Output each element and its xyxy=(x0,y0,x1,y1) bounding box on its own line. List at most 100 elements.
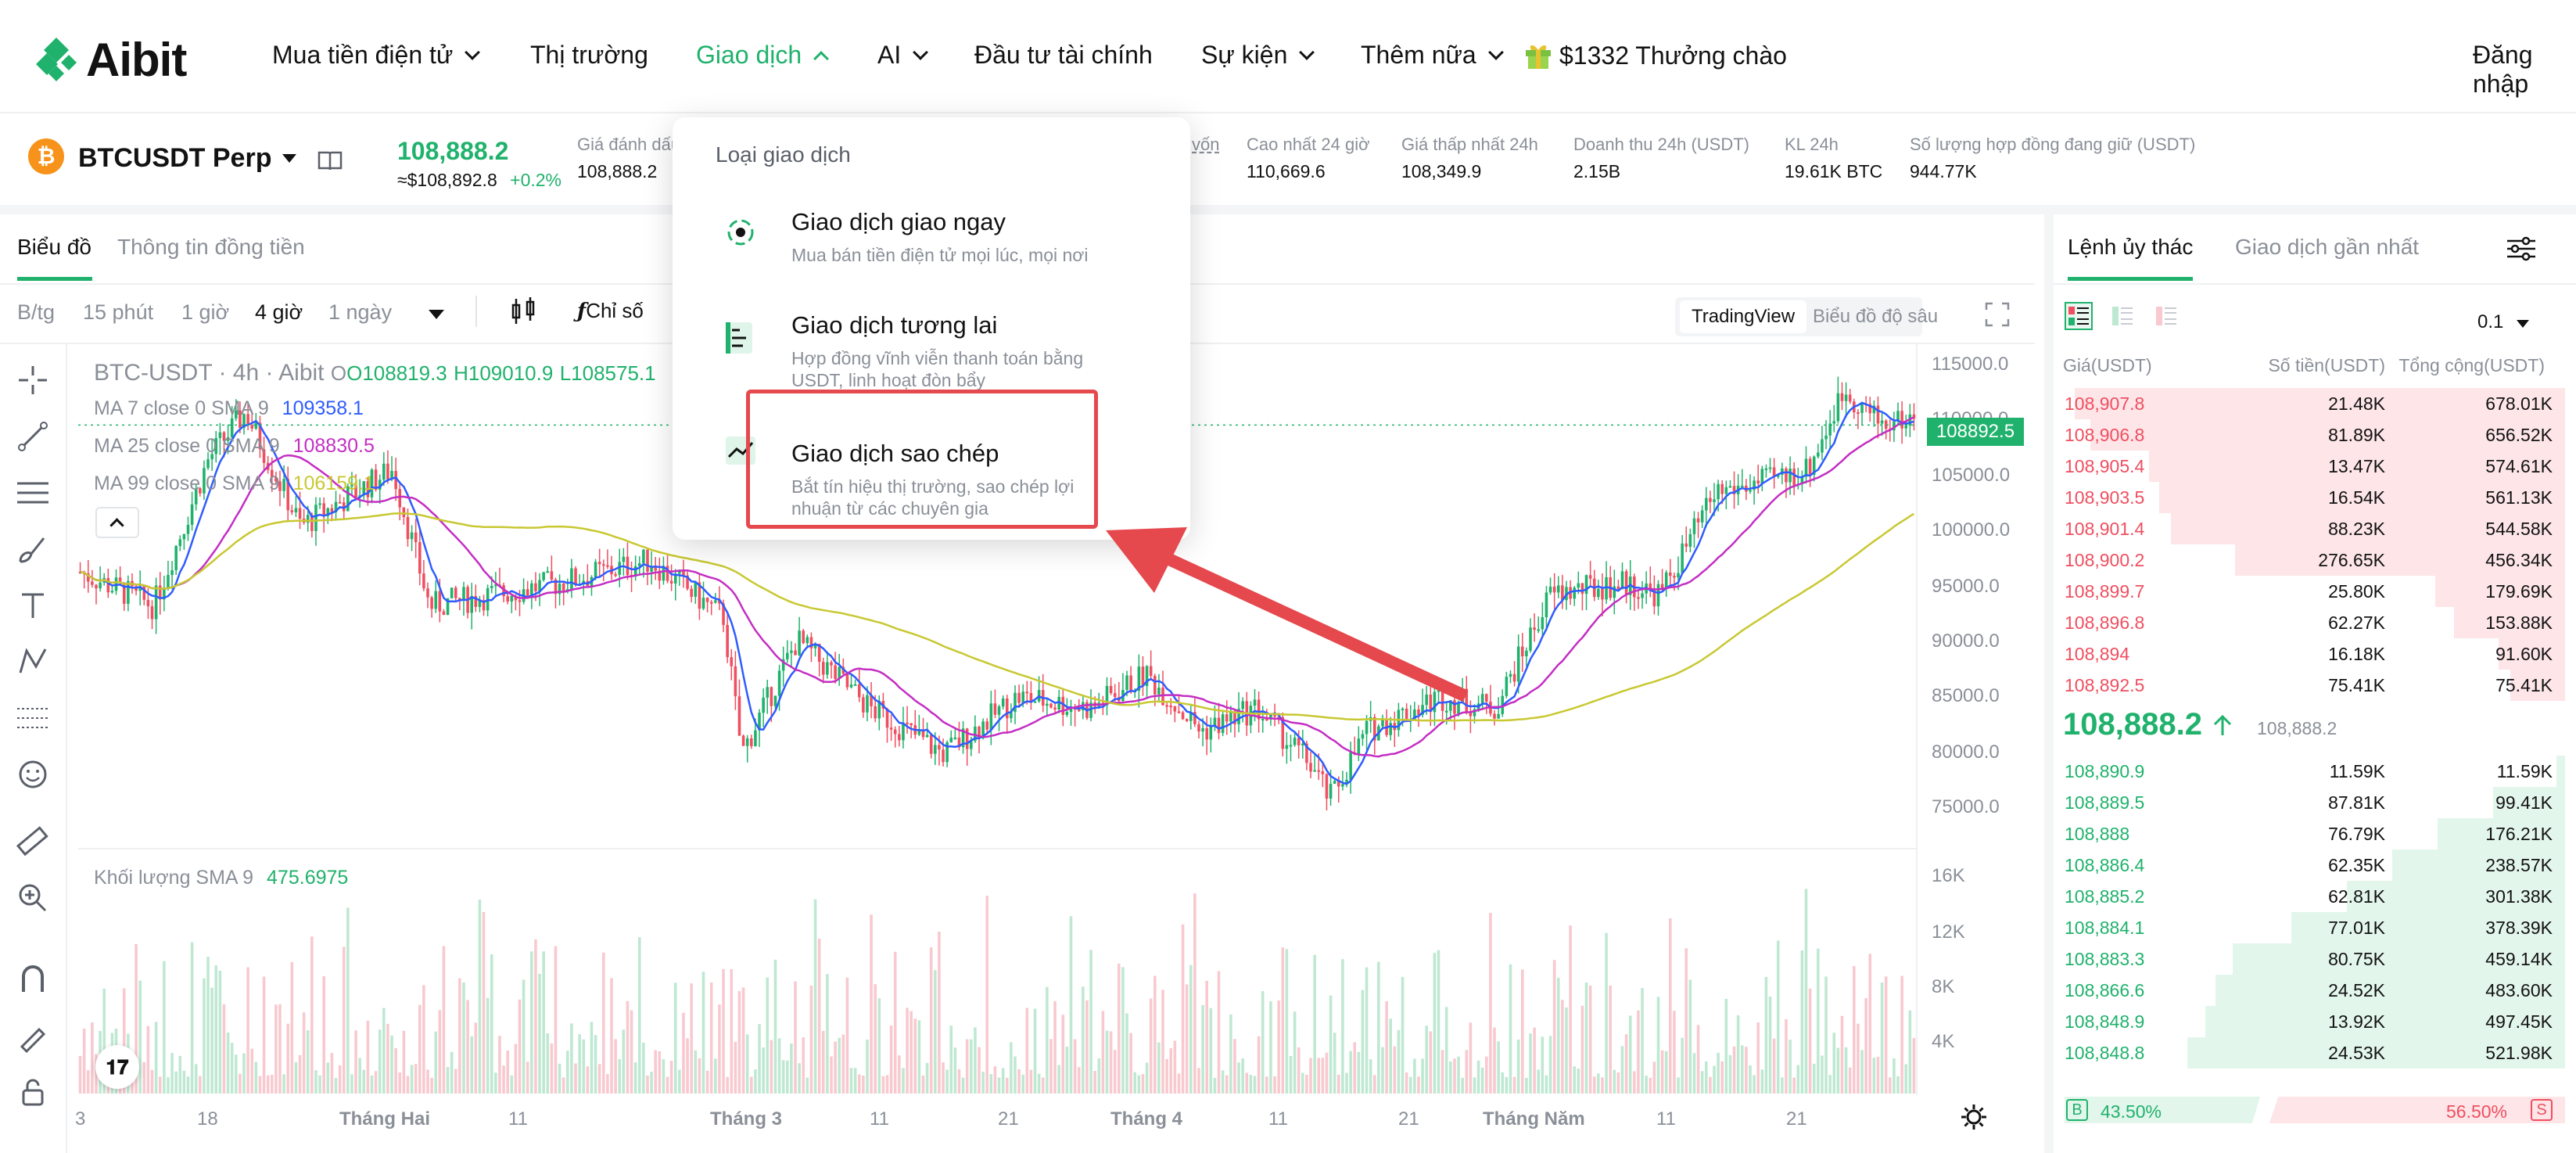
interval-4h[interactable]: 4 giờ xyxy=(255,300,303,324)
collapse-legend-button[interactable] xyxy=(95,507,139,538)
candle-body xyxy=(1421,705,1424,715)
volume-bar xyxy=(1597,1073,1600,1094)
ask-row[interactable]: 108,906.8 81.89K 656.52K xyxy=(2065,419,2565,451)
candle-body xyxy=(1817,452,1820,457)
candle-body xyxy=(741,735,745,746)
candle-type-icon[interactable] xyxy=(510,297,536,325)
nav-trade[interactable]: Giao dịch xyxy=(696,41,830,70)
volume-bar xyxy=(1381,1047,1384,1094)
volume-bar xyxy=(158,1076,162,1094)
candle-body xyxy=(1444,710,1448,713)
bid-row[interactable]: 108,889.5 87.81K 99.41K xyxy=(2065,787,2565,818)
nav-markets[interactable]: Thị trường xyxy=(530,41,648,70)
precision-selector[interactable]: 0.1 xyxy=(2477,311,2530,333)
bid-row[interactable]: 108,885.2 62.81K 301.38K xyxy=(2065,881,2565,912)
volume-bar xyxy=(1724,998,1728,1094)
ask-row[interactable]: 108,907.8 21.48K 678.01K xyxy=(2065,388,2565,419)
candle-body xyxy=(182,533,186,540)
settings-icon[interactable] xyxy=(1960,1103,1988,1131)
text-icon[interactable] xyxy=(16,588,50,623)
ask-row[interactable]: 108,892.5 75.41K 75.41K xyxy=(2065,670,2565,701)
tab-coin-info[interactable]: Thông tin đồng tiền xyxy=(117,235,305,259)
login-button[interactable]: Đăng nhập xyxy=(2473,41,2576,99)
volume-bar xyxy=(705,1070,709,1094)
candle-body xyxy=(1717,483,1720,500)
candle-body xyxy=(530,583,533,596)
bid-row[interactable]: 108,883.3 80.75K 459.14K xyxy=(2065,943,2565,975)
ask-row[interactable]: 108,896.8 62.27K 153.88K xyxy=(2065,607,2565,638)
interval-time[interactable]: B/tg xyxy=(17,300,56,324)
nav-promo[interactable]: $1332 Thưởng chào xyxy=(1523,41,1787,70)
bid-row[interactable]: 108,848.9 13.92K 497.45K xyxy=(2065,1006,2565,1037)
candle-body xyxy=(330,508,334,513)
lock-drawing-icon[interactable] xyxy=(16,1018,50,1053)
candle-body xyxy=(1613,586,1616,598)
menu-copy-trading[interactable]: Giao dịch sao chép Bắt tín hiệu thị trườn… xyxy=(688,402,1173,519)
candle-body xyxy=(154,585,158,620)
bid-row[interactable]: 108,886.4 62.35K 238.57K xyxy=(2065,849,2565,881)
menu-futures-trading[interactable]: Giao dịch tương lai Hợp đồng vĩnh viễn th… xyxy=(688,302,1173,404)
bid-row[interactable]: 108,890.9 11.59K 11.59K xyxy=(2065,756,2565,787)
volume-bar xyxy=(737,991,741,1094)
horizontal-lines-icon[interactable] xyxy=(16,476,50,510)
volume-bar xyxy=(326,1062,330,1094)
candle-body xyxy=(1365,720,1369,735)
ruler-icon[interactable] xyxy=(16,824,50,859)
view-tradingview[interactable]: TradingView xyxy=(1680,300,1806,333)
bid-row[interactable]: 108,888 76.79K 176.21K xyxy=(2065,818,2565,849)
candle-body xyxy=(1828,423,1832,436)
fullscreen-icon[interactable] xyxy=(1985,302,2010,327)
lock-icon[interactable] xyxy=(16,1075,50,1109)
logo[interactable]: Aibit xyxy=(34,33,187,87)
view-both-icon[interactable] xyxy=(2065,302,2093,330)
candle-body xyxy=(230,418,234,438)
tab-chart[interactable]: Biểu đồ xyxy=(17,235,91,259)
indicators-button[interactable]: ƒChỉ số xyxy=(577,299,644,323)
volume-bar xyxy=(470,1036,473,1094)
nav-invest[interactable]: Đầu tư tài chính xyxy=(974,41,1153,70)
book-icon[interactable] xyxy=(318,149,343,171)
price-chart[interactable] xyxy=(78,344,1916,1126)
row-amount: 62.81K xyxy=(2328,886,2385,907)
brush-icon[interactable] xyxy=(16,532,50,566)
candle-body xyxy=(1904,425,1908,429)
nav-ai[interactable]: AI xyxy=(877,41,929,70)
magnet-icon[interactable] xyxy=(16,962,50,997)
filter-settings-icon[interactable] xyxy=(2506,235,2537,263)
interval-1h[interactable]: 1 giờ xyxy=(181,300,230,324)
candle-body xyxy=(1896,411,1900,422)
ask-row[interactable]: 108,899.7 25.80K 179.69K xyxy=(2065,576,2565,607)
bid-row[interactable]: 108,884.1 77.01K 378.39K xyxy=(2065,912,2565,943)
ask-row[interactable]: 108,900.2 276.65K 456.34K xyxy=(2065,544,2565,576)
interval-15m[interactable]: 15 phút xyxy=(83,300,154,324)
depth-bar xyxy=(2392,849,2565,881)
ask-row[interactable]: 108,905.4 13.47K 574.61K xyxy=(2065,451,2565,482)
view-depth[interactable]: Biểu đồ độ sâu xyxy=(1813,306,1939,327)
volume-bar xyxy=(838,1037,841,1094)
pattern-icon[interactable] xyxy=(16,645,50,679)
view-asks-icon[interactable] xyxy=(2152,302,2180,330)
ask-row[interactable]: 108,901.4 88.23K 544.58K xyxy=(2065,513,2565,544)
view-bids-icon[interactable] xyxy=(2108,302,2137,330)
tab-recent-trades[interactable]: Giao dịch gần nhất xyxy=(2235,235,2420,259)
bid-row[interactable]: 108,848.8 24.53K 521.98K xyxy=(2065,1037,2565,1069)
nav-more[interactable]: Thêm nữa xyxy=(1361,41,1504,70)
ask-row[interactable]: 108,903.5 16.54K 561.13K xyxy=(2065,482,2565,513)
interval-1d[interactable]: 1 ngày xyxy=(328,300,393,324)
zoom-in-icon[interactable] xyxy=(16,881,50,915)
bid-row[interactable]: 108,866.6 24.52K 483.60K xyxy=(2065,975,2565,1006)
candle-body xyxy=(203,468,206,494)
emoji-icon[interactable] xyxy=(16,757,50,792)
candle-body xyxy=(1900,411,1903,429)
ask-row[interactable]: 108,894 16.18K 91.60K xyxy=(2065,638,2565,670)
nav-events[interactable]: Sự kiện xyxy=(1201,41,1315,70)
candle-body xyxy=(1277,717,1280,719)
tab-order-book[interactable]: Lệnh ủy thác xyxy=(2068,235,2194,259)
nav-buy-crypto[interactable]: Mua tiền điện tử xyxy=(272,41,481,70)
symbol-selector[interactable]: BTCUSDT Perp xyxy=(78,143,297,174)
trend-line-icon[interactable] xyxy=(16,419,50,454)
menu-spot-trading[interactable]: Giao dịch giao ngay Mua bán tiền điện tử … xyxy=(688,197,1173,289)
fib-icon[interactable] xyxy=(16,701,50,735)
caret-down-icon[interactable] xyxy=(429,310,444,319)
crosshair-icon[interactable] xyxy=(16,363,50,397)
